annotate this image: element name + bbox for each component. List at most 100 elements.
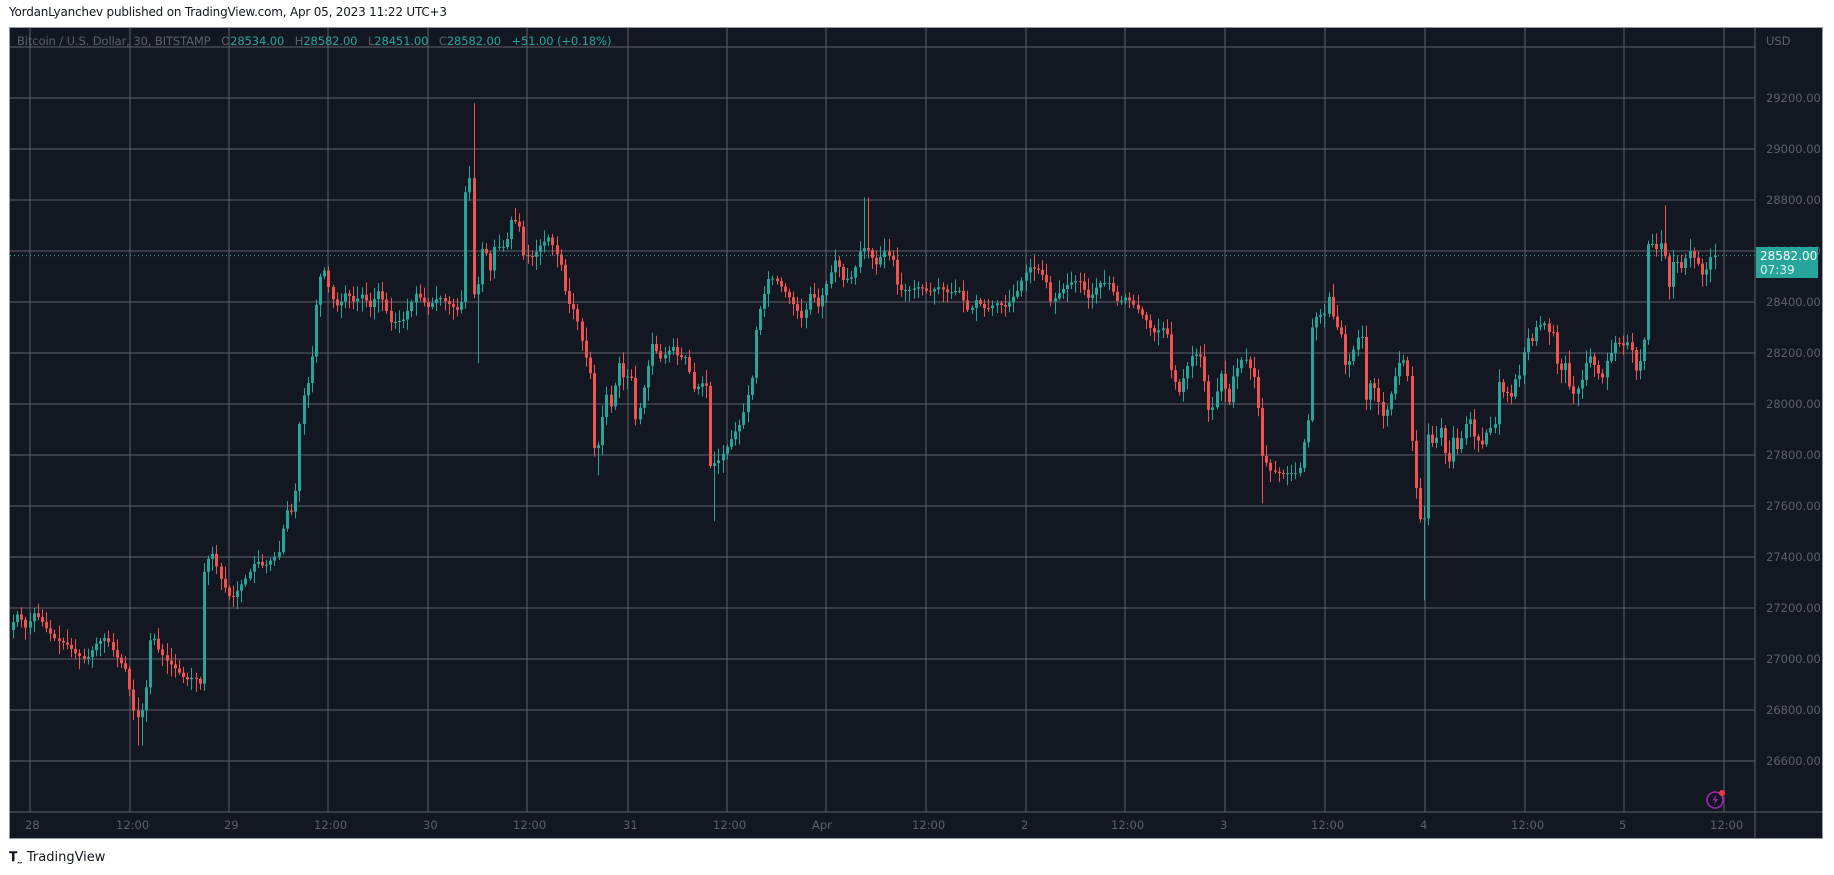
candle (1481, 440, 1484, 445)
symbol-legend[interactable]: Bitcoin / U.S. Dollar, 30, BITSTAMP O285… (17, 34, 611, 48)
candle (1556, 332, 1559, 364)
candle (116, 650, 119, 658)
candle (112, 642, 115, 651)
candle (1676, 261, 1679, 263)
footer-brand[interactable]: 𝐓˷ TradingView (9, 850, 105, 865)
candle (493, 246, 496, 271)
candle (286, 510, 289, 529)
candle (336, 299, 339, 306)
high-value: 28582.00 (303, 34, 358, 48)
chart-frame[interactable] (9, 27, 1823, 839)
candle (850, 277, 853, 279)
candle (659, 351, 662, 359)
candle (888, 251, 891, 256)
candle (1635, 350, 1638, 371)
candle (784, 286, 787, 292)
candle (489, 253, 492, 271)
candle (1402, 360, 1405, 363)
candle (1411, 375, 1414, 441)
candle (1174, 370, 1177, 382)
candle (680, 355, 683, 358)
candle (361, 294, 364, 299)
candle (174, 664, 177, 669)
candle (809, 293, 812, 310)
candle (1319, 315, 1322, 317)
candle (688, 357, 691, 372)
price-tick: 29000.00 (1766, 142, 1821, 156)
candle (1473, 419, 1476, 437)
candle (1548, 323, 1551, 332)
candle (1058, 293, 1061, 299)
candle (896, 259, 899, 285)
candle (514, 219, 517, 222)
candle (854, 267, 857, 278)
open-label: O (221, 34, 231, 48)
candle (527, 255, 530, 257)
lightning-alert-icon[interactable] (1705, 788, 1727, 810)
candle (950, 292, 953, 294)
candle (991, 305, 994, 309)
candle (726, 446, 729, 454)
candle (1386, 409, 1389, 416)
candle (1207, 381, 1210, 410)
candle (348, 293, 351, 297)
candle (1373, 383, 1376, 389)
candle (1224, 373, 1227, 389)
candle (630, 376, 633, 378)
candle (1518, 375, 1521, 380)
candle (1265, 455, 1268, 463)
candle (1240, 359, 1243, 369)
candle (1684, 258, 1687, 269)
candle (1361, 336, 1364, 338)
time-tick: 12:00 (314, 818, 348, 832)
candle (593, 373, 596, 449)
candle (1452, 437, 1455, 462)
candle (875, 257, 878, 265)
candle (107, 638, 110, 643)
candle (365, 294, 368, 301)
candle (298, 424, 301, 491)
candle (261, 561, 264, 566)
candle (1269, 462, 1272, 471)
candle (128, 668, 131, 690)
candle (145, 687, 148, 711)
candle (589, 357, 592, 374)
candle (842, 266, 845, 281)
candle (415, 293, 418, 303)
candle (1037, 268, 1040, 270)
candle (439, 298, 442, 300)
candle (800, 310, 803, 318)
candle (1112, 283, 1115, 292)
candle (1506, 392, 1509, 394)
candle (788, 291, 791, 298)
candle (1108, 283, 1111, 285)
bar-countdown: 07:39 (1760, 263, 1795, 277)
candle (755, 330, 758, 378)
candle (62, 640, 65, 643)
last-price: 28582.00 (1760, 249, 1818, 263)
candle (1307, 420, 1310, 443)
candle (979, 300, 982, 305)
candle (626, 376, 629, 378)
candle (1220, 373, 1223, 392)
candle (1340, 327, 1343, 335)
candle (95, 643, 98, 651)
candle (1552, 331, 1555, 333)
candle (141, 710, 144, 718)
candle (618, 363, 621, 386)
candle (278, 552, 281, 557)
close-value: 28582.00 (446, 34, 501, 48)
time-tick: 12:00 (1111, 818, 1145, 832)
candle (904, 290, 907, 292)
candle (1435, 437, 1438, 443)
candle (1423, 518, 1426, 520)
candle (510, 219, 513, 239)
low-value: 28451.00 (374, 34, 429, 48)
candle (1195, 354, 1198, 357)
time-tick: 12:00 (1710, 818, 1744, 832)
candle (1601, 373, 1604, 378)
candle (1689, 251, 1692, 259)
candle (37, 613, 40, 618)
candle (448, 301, 451, 305)
